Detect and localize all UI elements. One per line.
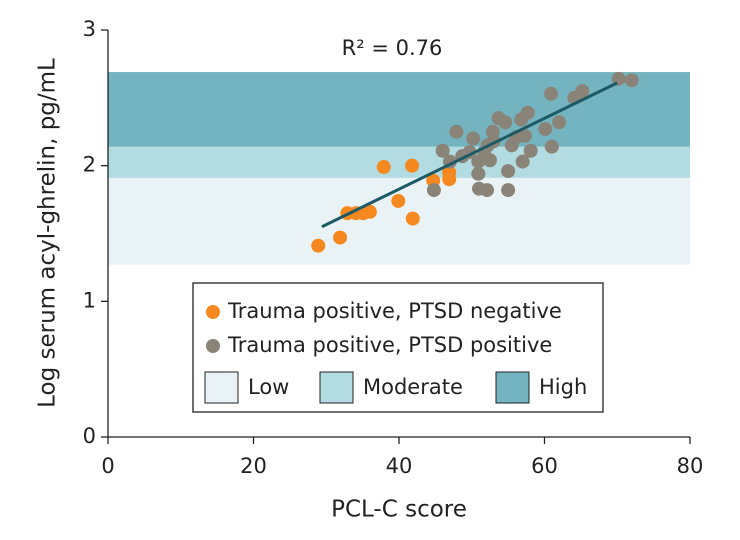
- legend-label: Trauma positive, PTSD positive: [227, 333, 552, 357]
- point: [405, 158, 420, 173]
- y-tick-label: 3: [83, 17, 96, 41]
- point: [311, 238, 326, 253]
- legend-marker: [206, 339, 220, 353]
- legend-label: Trauma positive, PTSD negative: [227, 299, 562, 323]
- point: [482, 153, 497, 168]
- point: [517, 128, 532, 143]
- x-axis-label: PCL-C score: [331, 497, 467, 523]
- x-tick-label: 80: [677, 454, 704, 478]
- point: [362, 204, 377, 219]
- point: [471, 166, 486, 181]
- point: [333, 230, 348, 245]
- legend-swatch: [495, 371, 530, 404]
- point: [575, 84, 590, 99]
- x-tick-label: 40: [386, 454, 413, 478]
- point: [501, 183, 516, 198]
- band: [108, 146, 690, 178]
- point: [449, 124, 464, 139]
- point: [391, 193, 406, 208]
- point: [442, 172, 457, 187]
- point: [523, 143, 538, 158]
- legend-swatch: [319, 371, 354, 404]
- x-tick-label: 0: [101, 454, 114, 478]
- point: [520, 105, 535, 120]
- regression-line: [321, 81, 618, 229]
- legend-label: Low: [248, 375, 289, 399]
- point: [552, 115, 567, 130]
- y-tick-label: 2: [83, 153, 96, 177]
- x-tick-label: 20: [240, 454, 267, 478]
- legend-box: [192, 282, 604, 413]
- point: [498, 115, 513, 130]
- band: [108, 177, 690, 265]
- point: [515, 154, 530, 169]
- y-axis-label: Log serum acyl-ghrelin, pg/mL: [35, 58, 61, 408]
- x-tick-label: 60: [531, 454, 558, 478]
- point: [544, 86, 559, 101]
- point: [544, 139, 559, 154]
- point: [466, 131, 481, 146]
- point: [538, 122, 553, 137]
- point: [501, 164, 516, 179]
- legend-marker: [206, 305, 220, 319]
- legend-label: High: [539, 375, 587, 399]
- point: [426, 183, 441, 198]
- legend-label: Moderate: [363, 375, 463, 399]
- annotation: R² = 0.76: [342, 36, 443, 60]
- band: [108, 72, 690, 147]
- y-tick-label: 0: [83, 424, 96, 448]
- y-tick-label: 1: [83, 288, 96, 312]
- point: [480, 183, 495, 198]
- legend-swatch: [204, 371, 239, 404]
- point: [435, 143, 450, 158]
- point: [624, 73, 639, 88]
- point: [376, 160, 391, 175]
- point: [405, 211, 420, 226]
